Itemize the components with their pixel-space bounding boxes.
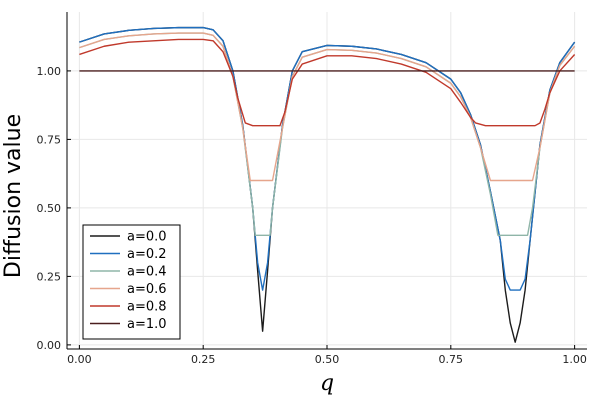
legend-label: a=0.0 bbox=[127, 230, 167, 245]
x-axis-label: q bbox=[320, 371, 334, 396]
series-line-a=0.6 bbox=[79, 32, 576, 182]
y-tick-label: 0.75 bbox=[37, 133, 62, 146]
axes bbox=[66, 12, 587, 350]
x-tick-label: 0.75 bbox=[439, 353, 464, 366]
x-tick-label: 0.50 bbox=[315, 353, 340, 366]
series-line-a=0.8 bbox=[79, 38, 576, 127]
legend-box bbox=[82, 224, 181, 340]
y-tick-label: 0.25 bbox=[37, 270, 62, 283]
legend-label: a=0.4 bbox=[127, 265, 167, 280]
y-tick-label: 0.00 bbox=[37, 339, 62, 352]
legend-label: a=1.0 bbox=[127, 317, 167, 332]
x-tick-label: 0.25 bbox=[191, 353, 216, 366]
x-tick-label: 1.00 bbox=[562, 353, 587, 366]
y-axis-label: Diffusion value bbox=[1, 114, 26, 278]
y-tick-label: 0.50 bbox=[37, 202, 62, 215]
legend-label: a=0.2 bbox=[127, 247, 167, 262]
legend-label: a=0.6 bbox=[127, 282, 167, 297]
legend: a=0.0 a=0.2 a=0.4 a=0.6 a=0.8 a=1.0 bbox=[82, 224, 181, 340]
series-lines bbox=[79, 26, 576, 343]
tick-labels: 0.00 0.25 0.50 0.75 1.00 0.00 0.25 0.50 0.75 1.00 bbox=[37, 65, 587, 366]
series-line-a=0.2 bbox=[79, 26, 576, 291]
legend-label: a=0.8 bbox=[127, 300, 167, 315]
y-tick-label: 1.00 bbox=[37, 65, 62, 78]
x-tick-label: 0.00 bbox=[67, 353, 92, 366]
